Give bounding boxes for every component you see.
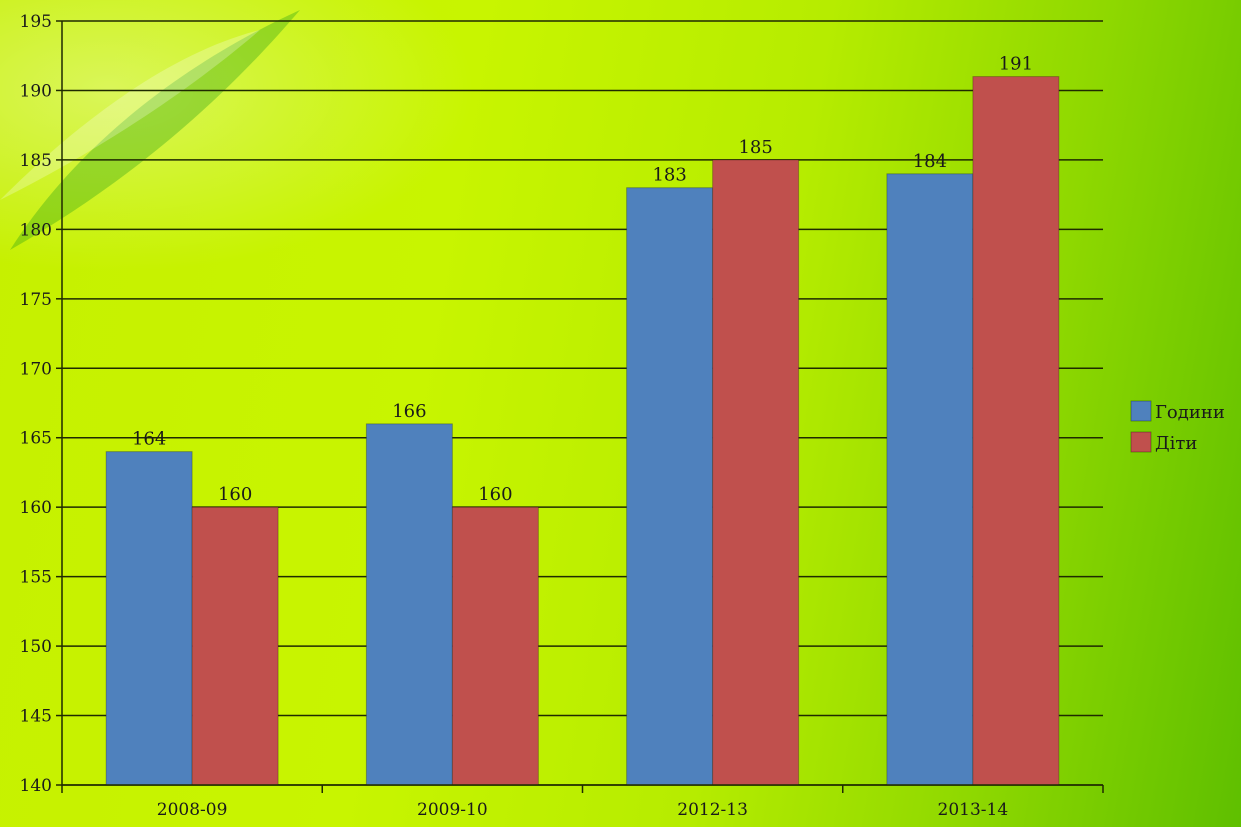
bars [105, 76, 1060, 786]
bar [626, 187, 714, 786]
y-tick-label: 155 [20, 568, 52, 588]
y-tick-label: 170 [20, 359, 52, 379]
bar [451, 506, 539, 786]
x-tick-label: 2012-13 [677, 800, 748, 820]
bar [365, 423, 453, 786]
y-tick-label: 185 [20, 151, 52, 171]
data-label: 191 [999, 54, 1033, 75]
bar [712, 159, 800, 786]
legend-label: Години [1155, 402, 1225, 423]
bar [886, 173, 974, 786]
y-tick-label: 190 [20, 81, 52, 101]
axes [56, 20, 1104, 793]
y-tick-label: 145 [20, 707, 52, 727]
legend-swatch [1130, 431, 1152, 453]
y-tick-label: 195 [20, 12, 52, 32]
labels: 140 145 150 155 160 165 170 175 180 185 190 195 164 1… [20, 12, 1034, 820]
bar [972, 76, 1060, 786]
legend: Години Діти [1130, 400, 1225, 454]
y-tick-label: 140 [20, 776, 52, 796]
x-tick-label: 2008-09 [157, 800, 228, 820]
legend-label: Діти [1155, 433, 1197, 454]
y-tick-label: 175 [20, 290, 52, 310]
data-label: 183 [652, 165, 686, 186]
data-label: 184 [913, 151, 947, 172]
y-tick-label: 150 [20, 637, 52, 657]
data-label: 160 [478, 484, 512, 505]
x-tick-label: 2013-14 [938, 800, 1009, 820]
y-tick-label: 180 [20, 220, 52, 240]
x-tick-label: 2009-10 [417, 800, 488, 820]
bar [105, 451, 193, 786]
data-label: 166 [392, 401, 426, 422]
y-tick-label: 165 [20, 429, 52, 449]
y-tick-label: 160 [20, 498, 52, 518]
data-label: 160 [218, 484, 252, 505]
data-label: 164 [132, 429, 166, 450]
bar [191, 506, 279, 786]
legend-swatch [1130, 400, 1152, 422]
data-label: 185 [738, 137, 772, 158]
